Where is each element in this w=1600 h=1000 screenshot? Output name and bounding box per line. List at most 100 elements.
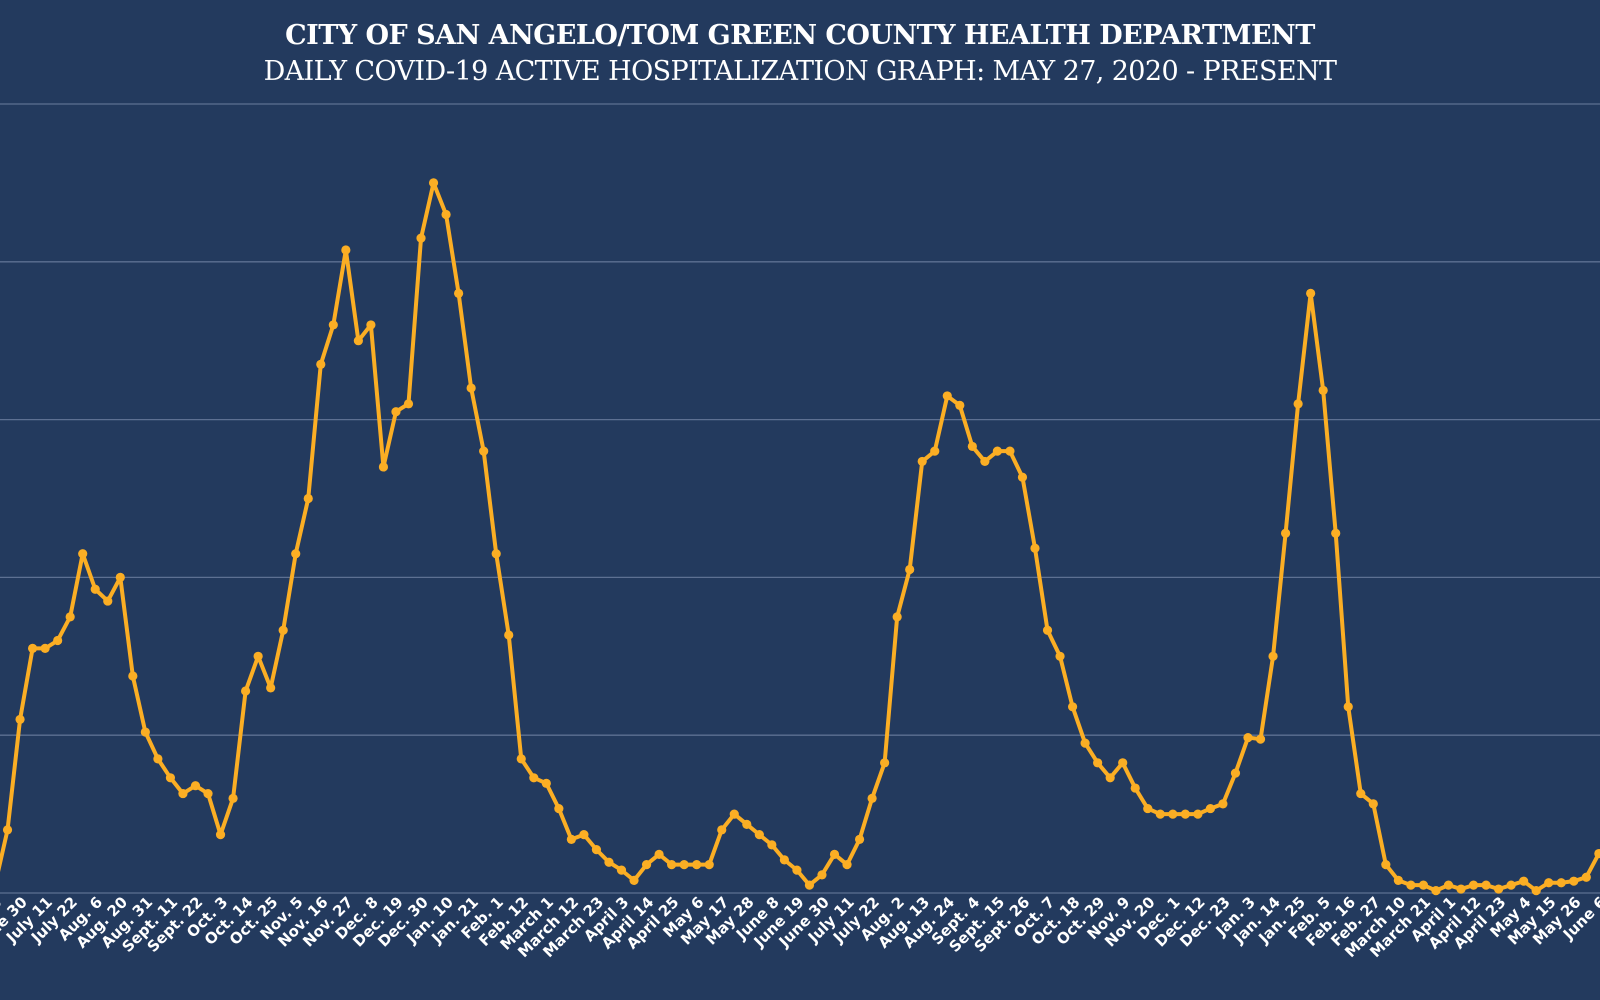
data-point: [579, 830, 589, 840]
data-point: [880, 758, 890, 768]
data-point: [1456, 884, 1466, 894]
data-point: [1143, 803, 1153, 814]
data-point: [153, 754, 163, 764]
data-point: [1293, 399, 1303, 409]
data-point: [1356, 788, 1366, 799]
data-point: [1581, 872, 1591, 882]
data-point: [454, 288, 464, 298]
data-point: [692, 859, 702, 870]
chart-subtitle: DAILY COVID-19 ACTIVE HOSPITALIZATION GR…: [263, 56, 1337, 87]
data-point: [366, 320, 376, 330]
data-point: [1168, 809, 1178, 819]
data-point: [491, 549, 501, 559]
data-point: [667, 859, 677, 870]
data-point: [955, 400, 965, 410]
data-point: [466, 383, 476, 393]
data-point: [1155, 809, 1165, 819]
data-point: [40, 643, 50, 654]
data-point: [591, 845, 602, 855]
data-point: [241, 686, 251, 696]
data-point: [316, 359, 326, 369]
data-point: [1569, 876, 1579, 886]
data-point: [1481, 880, 1491, 890]
data-point: [529, 773, 539, 783]
data-point: [1105, 773, 1115, 783]
data-point: [403, 399, 414, 409]
data-point: [1243, 732, 1253, 743]
data-point: [1519, 876, 1529, 886]
data-point: [266, 683, 276, 693]
data-point: [1556, 878, 1566, 888]
data-point: [729, 809, 739, 819]
data-point: [742, 819, 752, 829]
data-point: [2, 825, 13, 835]
data-point: [905, 564, 915, 575]
data-point: [1506, 880, 1516, 890]
data-point: [27, 643, 38, 654]
data-point: [1093, 758, 1103, 768]
data-point: [353, 336, 363, 346]
data-point: [541, 778, 551, 788]
data-point: [103, 596, 113, 606]
data-point: [1368, 799, 1378, 809]
data-point: [115, 572, 125, 583]
data-point: [629, 875, 639, 885]
data-point: [278, 625, 288, 635]
data-point: [1544, 878, 1554, 888]
data-point: [1205, 803, 1216, 814]
data-point: [253, 651, 263, 661]
data-point: [854, 834, 865, 844]
data-point: [829, 849, 840, 859]
data-point: [416, 233, 426, 243]
data-point: [1468, 880, 1479, 890]
data-point: [1531, 886, 1541, 896]
data-point: [479, 446, 489, 456]
data-point: [215, 830, 226, 840]
data-point: [1318, 385, 1328, 396]
data-point: [516, 754, 526, 764]
data-point: [1218, 799, 1228, 809]
data-point: [328, 320, 338, 330]
data-point: [1080, 738, 1090, 748]
data-point: [1005, 446, 1015, 456]
data-point: [178, 788, 188, 799]
data-point: [1030, 543, 1040, 553]
data-point: [930, 446, 940, 456]
data-point: [391, 407, 401, 417]
data-point: [1268, 651, 1278, 661]
data-point: [1193, 809, 1203, 819]
data-point: [53, 635, 63, 646]
data-point: [1255, 734, 1266, 744]
data-point: [754, 830, 764, 840]
data-point: [1343, 702, 1353, 712]
data-point: [1130, 783, 1140, 793]
data-point: [90, 584, 100, 594]
data-point: [566, 834, 576, 844]
data-point: [1431, 886, 1441, 896]
data-point: [704, 859, 714, 870]
data-point: [654, 849, 664, 859]
data-point: [967, 441, 977, 452]
data-point: [942, 391, 952, 401]
data-point: [65, 612, 75, 622]
data-point: [767, 840, 777, 850]
data-point: [1118, 758, 1128, 768]
data-point: [1280, 528, 1291, 538]
data-point: [504, 630, 514, 640]
data-point: [140, 727, 150, 737]
data-point: [1406, 880, 1416, 890]
data-point: [804, 880, 815, 890]
data-point: [1230, 768, 1241, 778]
data-point: [1393, 875, 1403, 885]
data-point: [892, 612, 902, 622]
data-point: [1306, 288, 1316, 298]
data-point: [1443, 880, 1454, 890]
data-point: [428, 178, 439, 188]
data-point: [867, 793, 877, 803]
data-point: [1381, 859, 1391, 870]
data-point: [190, 781, 201, 791]
data-point: [1331, 528, 1341, 538]
data-point: [616, 865, 627, 875]
